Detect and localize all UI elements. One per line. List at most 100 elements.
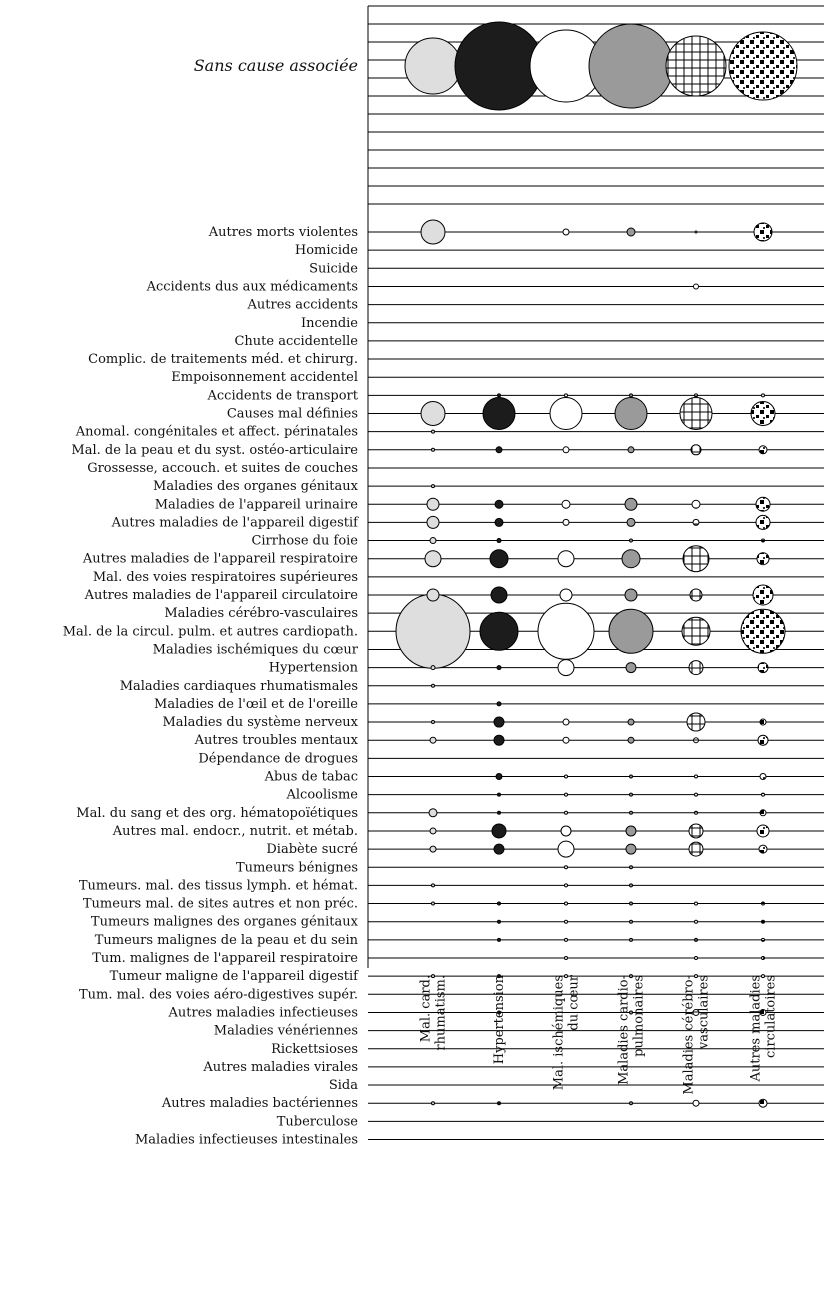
bubble-isch [560,825,572,837]
bubble-rhum [431,447,435,452]
bubble-rhum [420,219,446,245]
bubble-circ [759,773,767,780]
bubble-circ [755,514,771,530]
bubble-isch [564,974,568,979]
bubble-hyp [479,611,519,651]
bubble-rhum [431,901,435,906]
bubble-pulm [608,608,654,654]
bubble-hyp [497,974,501,979]
row-label: Tum. mal. des voies aéro-digestives supé… [79,987,358,1002]
bubble-cere [679,397,713,430]
bubble-pulm [629,883,633,888]
bubble-cere [688,823,704,839]
row-label: Autres accidents [247,298,358,313]
bubble-hyp [490,586,508,604]
top-row-label: Sans cause associée [194,56,358,75]
bubble-circ [740,608,786,654]
bubble-cere [694,937,698,942]
bubble-rhum [431,484,435,489]
row-label: Mal. des voies respiratoires supérieures [93,570,358,585]
bubble-rhum [426,497,440,511]
bubble-isch [562,518,570,526]
bubble-isch [564,774,568,779]
bubble-isch [564,393,568,398]
row-label: Incendie [301,316,358,331]
bubble-rhum [431,1101,435,1106]
bubble-circ [759,718,767,726]
column-label-rhum: rhumatism. [434,975,449,1051]
bubble-isch [557,840,575,858]
column-label-hyp: Hypertension [492,974,507,1064]
bubble-cere [694,901,698,906]
row-label: Autres maladies de l'appareil digestif [111,515,360,530]
bubble-circ [761,901,765,906]
bubble-rhum [429,537,437,545]
row-label: Anomal. congénitales et affect. périnata… [75,425,358,440]
row-label: Autres maladies infectieuses [168,1005,358,1020]
row-label: Autres maladies de l'appareil respiratoi… [82,552,358,567]
bubble-circ [758,844,768,854]
bubble-circ [750,401,776,426]
row-label: Maladies infectieuses intestinales [135,1133,358,1148]
bubble-cere [688,841,704,857]
row-label: Abus de tabac [264,770,358,785]
bubble-hyp [497,901,501,906]
top-bubble-pulm [588,23,674,109]
bubble-circ [755,496,771,512]
bubble-hyp [493,734,505,746]
bubble-cere [694,230,698,234]
column-label-pulm: Maladies cardio- [617,975,632,1085]
bubble-pulm [625,843,637,855]
bubble-cere [694,393,698,398]
bubble-hyp [493,843,505,855]
row-label: Dépendance de drogues [198,751,358,766]
bubble-rhum [395,593,471,669]
bubble-circ [759,1008,767,1016]
bubble-pulm [629,1010,633,1015]
bubble-pulm [614,397,648,430]
bubble-isch [564,919,568,924]
row-label: Chute accidentelle [234,334,358,349]
row-label: Empoisonnement accidentel [171,370,358,385]
top-bubble-cere [665,35,727,97]
bubble-isch [537,602,595,660]
bubble-circ [756,552,770,566]
bubble-pulm [629,393,633,398]
bubble-isch [564,956,568,960]
row-label: Autres mal. endocr., nutrit. et métab. [112,824,358,839]
row-label: Maladies de l'œil et de l'oreille [154,697,358,712]
row-label: Alcoolisme [286,788,359,803]
bubble-cere [691,499,701,509]
bubble-hyp [489,549,509,569]
bubble-pulm [629,865,633,870]
bubble-hyp [496,538,502,544]
row-label: Cirrhose du foie [251,534,358,549]
bubble-pulm [621,549,641,569]
bubble-cere [693,283,699,290]
bubble-hyp [494,499,504,509]
bubble-rhum [426,588,440,602]
bubble-circ [753,222,773,242]
bubble-cere [681,616,711,646]
row-label: Accidents dus aux médicaments [146,279,358,294]
row-label: Suicide [309,261,358,276]
bubble-circ [761,974,765,979]
bubble-pulm [629,810,633,815]
bubble-cere [682,545,710,573]
top-bubble-circ [728,31,798,101]
bubble-pulm [626,517,636,527]
bubble-rhum [426,515,440,529]
bubble-cere [693,737,699,744]
bubble-isch [562,718,570,726]
row-label: Autres troubles mentaux [194,733,359,748]
row-label: Causes mal définies [227,407,358,422]
bubble-rhum [429,736,437,744]
row-label: Mal. du sang et des org. hématopoïétique… [76,806,358,821]
column-label-circ: Autres maladies [749,975,764,1083]
row-label: Tumeurs bénignes [236,860,358,875]
row-label: Accidents de transport [207,388,359,403]
bubble-hyp [497,792,501,797]
row-label: Autres maladies de l'appareil circulatoi… [84,588,359,603]
row-label: Tumeurs. mal. des tissus lymph. et hémat… [79,878,358,893]
